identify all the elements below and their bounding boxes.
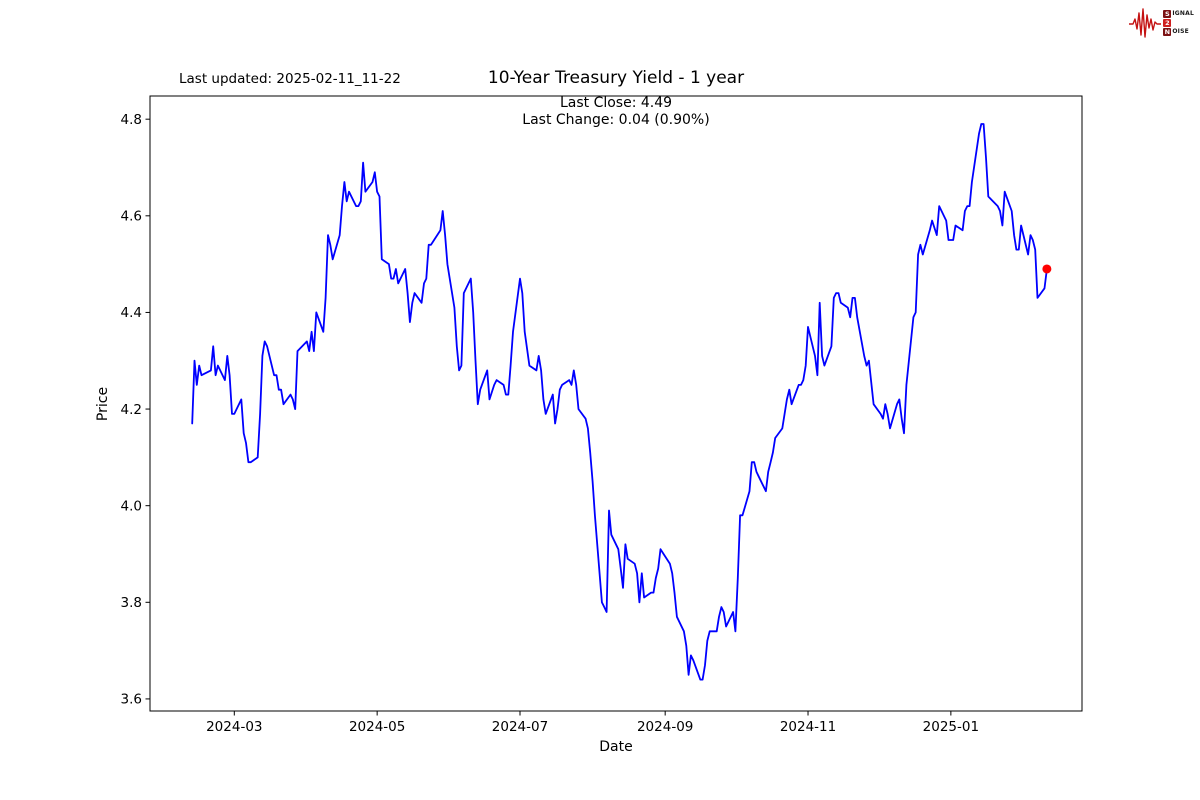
y-axis-label: Price: [95, 386, 111, 422]
yield-line: [191, 123, 1048, 681]
logo-text: S IGNAL 2 N OISE: [1163, 10, 1194, 36]
x-tick-label: 2024-07: [492, 719, 548, 735]
x-tick-label: 2024-09: [637, 719, 693, 735]
heartbeat-waveform-icon: [1129, 8, 1162, 38]
y-tick-label: 4.4: [121, 305, 142, 321]
last-close-marker: [1042, 264, 1052, 274]
y-tick-label: 4.0: [121, 498, 142, 514]
signal2noise-logo: S IGNAL 2 N OISE: [1129, 5, 1194, 41]
x-tick-label: 2025-01: [923, 719, 979, 735]
last-updated-text: Last updated: 2025-02-11_11-22: [179, 71, 401, 87]
logo-badge-2: 2: [1163, 19, 1172, 27]
axes-frame: [149, 95, 1083, 712]
y-tick-label: 4.8: [121, 112, 142, 128]
logo-row-noise: N OISE: [1163, 28, 1189, 36]
last-change-text: Last Change: 0.04 (0.90%): [522, 112, 710, 128]
logo-badge-s: S: [1163, 10, 1172, 18]
x-axis-label: Date: [599, 739, 633, 755]
x-tick-label: 2024-05: [349, 719, 405, 735]
page-title: 10-Year Treasury Yield - 1 year: [487, 68, 745, 88]
y-tick-label: 4.6: [121, 209, 142, 225]
x-tick-label: 2024-03: [206, 719, 262, 735]
y-tick-label: 4.2: [121, 402, 142, 418]
y-tick-label: 3.6: [121, 692, 142, 708]
x-tick-label: 2024-11: [780, 719, 836, 735]
y-tick-label: 3.8: [121, 595, 142, 611]
logo-row-signal: S IGNAL: [1163, 10, 1194, 18]
last-close-text: Last Close: 4.49: [559, 95, 673, 111]
logo-badge-n: N: [1163, 28, 1172, 36]
logo-row-2: 2: [1163, 19, 1194, 27]
